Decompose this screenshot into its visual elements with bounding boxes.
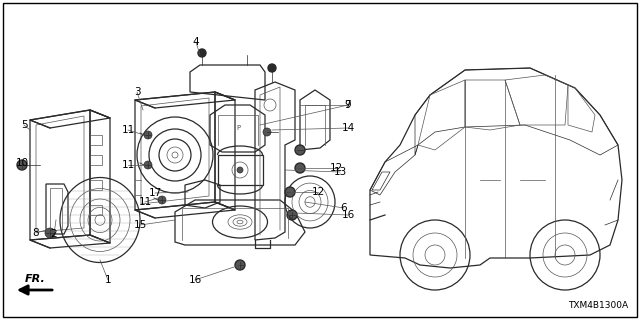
Text: 4: 4 (193, 37, 199, 47)
Text: FR.: FR. (24, 274, 45, 284)
Bar (90, 155, 102, 165)
Circle shape (45, 228, 55, 238)
Text: 3: 3 (134, 87, 140, 97)
Bar (90, 205, 102, 215)
Text: 5: 5 (20, 120, 28, 130)
Text: 11: 11 (122, 160, 134, 170)
Circle shape (268, 64, 276, 72)
Bar (218, 155, 263, 185)
Text: 11: 11 (138, 197, 152, 207)
Circle shape (287, 210, 297, 220)
Circle shape (263, 128, 271, 136)
Text: 9: 9 (345, 100, 351, 110)
Text: 11: 11 (122, 125, 134, 135)
Text: 16: 16 (188, 275, 202, 285)
Circle shape (144, 161, 152, 169)
Circle shape (295, 145, 305, 155)
Text: 14: 14 (341, 123, 355, 133)
Text: 7: 7 (344, 100, 350, 110)
Text: 13: 13 (333, 167, 347, 177)
Circle shape (295, 163, 305, 173)
Text: 6: 6 (340, 203, 348, 213)
Text: 12: 12 (330, 163, 342, 173)
Circle shape (235, 260, 245, 270)
Bar (90, 135, 102, 145)
Text: 10: 10 (15, 158, 29, 168)
Text: TXM4B1300A: TXM4B1300A (568, 301, 628, 310)
Bar (90, 180, 102, 190)
Circle shape (17, 160, 27, 170)
Text: 15: 15 (133, 220, 147, 230)
Text: 17: 17 (148, 188, 162, 198)
Circle shape (198, 49, 206, 57)
Text: 16: 16 (341, 210, 355, 220)
Text: 12: 12 (312, 187, 324, 197)
Circle shape (285, 187, 295, 197)
Circle shape (144, 131, 152, 139)
Text: P: P (236, 125, 240, 131)
Circle shape (237, 167, 243, 173)
Text: 8: 8 (33, 228, 39, 238)
Circle shape (158, 196, 166, 204)
Text: 1: 1 (105, 275, 111, 285)
Text: 2: 2 (51, 229, 58, 239)
